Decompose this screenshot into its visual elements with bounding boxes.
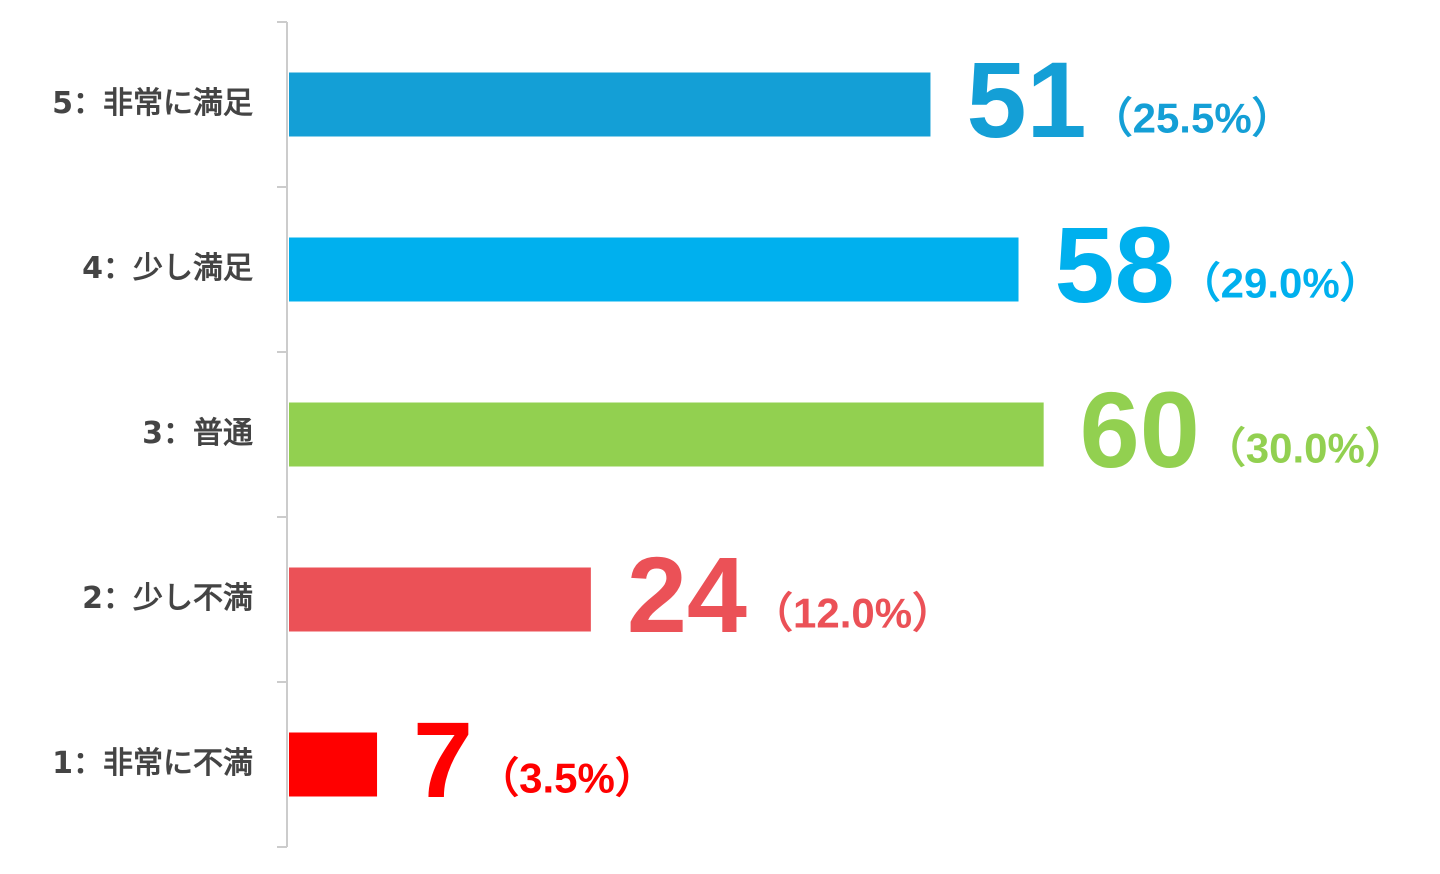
share-label: （30.0%） (1204, 425, 1407, 472)
bar (289, 402, 1044, 467)
bar (289, 237, 1019, 302)
bar (289, 567, 591, 632)
category-label: 3：普通 (142, 416, 253, 451)
category-label: 2：少し不満 (82, 581, 253, 616)
share-label: （29.0%） (1179, 260, 1382, 307)
value-label: 24 (627, 534, 747, 655)
category-label: 4：少し満足 (82, 251, 253, 286)
bar (289, 732, 378, 797)
value-label: 7 (413, 699, 473, 820)
bar (289, 72, 931, 137)
value-label: 58 (1055, 204, 1175, 325)
value-label: 51 (966, 39, 1086, 160)
share-label: （25.5%） (1091, 95, 1294, 142)
category-label: 1：非常に不満 (52, 746, 253, 781)
share-label: （12.0%） (751, 590, 954, 637)
category-label: 5：非常に満足 (52, 86, 253, 121)
value-label: 60 (1080, 369, 1200, 490)
share-label: （3.5%） (477, 755, 657, 802)
